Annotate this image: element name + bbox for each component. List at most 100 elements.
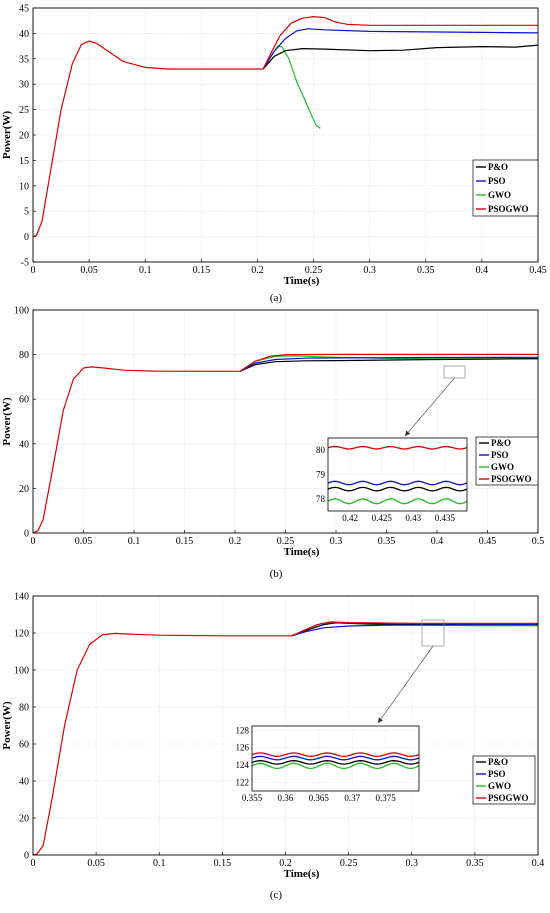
x-tick-label: 0.25	[277, 536, 295, 547]
y-tick-label: 80	[19, 703, 29, 714]
legend-label: GWO	[491, 462, 514, 472]
y-tick-label: 15	[19, 156, 29, 167]
x-tick-label: 0.25	[305, 265, 323, 276]
legend-label: PSO	[488, 769, 506, 779]
inset-series-pando	[327, 486, 468, 492]
series-line-psogwo	[32, 16, 538, 238]
x-tick-label: 0.35	[378, 536, 396, 547]
inset-x-tick-label: 0.36	[278, 793, 294, 803]
inset-y-tick-label: 124	[236, 760, 250, 770]
legend-label: PSO	[491, 450, 509, 460]
legend-label: PSO	[488, 176, 506, 186]
legend-box	[472, 755, 536, 805]
chart-panel-0: 0 0.05 0.1 0.15 0.2 0.25 0.3 0.35 0.4 0.45-505101…	[1, 4, 547, 305]
y-tick-label: 10	[19, 181, 29, 192]
x-tick-label: 0.15	[193, 265, 211, 276]
series-line-pando	[239, 358, 539, 372]
y-tick-label: 25	[19, 105, 29, 116]
inset-x-tick-label: 0.435	[435, 513, 456, 523]
x-tick-label: 0.1	[153, 858, 166, 869]
panel-caption: (b)	[270, 568, 283, 580]
y-axis-label: Power(W)	[1, 111, 13, 160]
inset-x-tick-label: 0.42	[342, 513, 358, 523]
plot-frame	[32, 309, 539, 534]
x-tick-label: 0.4	[532, 858, 545, 869]
inset-y-tick-label: 128	[236, 725, 250, 735]
plot-frame	[32, 595, 539, 856]
y-tick-label: 0	[24, 851, 29, 862]
panel-caption: (a)	[270, 292, 283, 304]
y-tick-label: 120	[14, 629, 29, 640]
legend-label: P&O	[491, 438, 511, 448]
legend-label: PSOGWO	[488, 793, 529, 803]
inset-series-psogwo	[327, 445, 468, 450]
y-tick-label: 40	[19, 439, 29, 450]
zoom-leader-line	[404, 377, 455, 437]
x-tick-label: 0	[31, 536, 36, 547]
x-tick-label: 0.05	[75, 536, 93, 547]
legend-label: PSOGWO	[488, 204, 529, 214]
legend-label: GWO	[488, 190, 511, 200]
x-axis-label: Time(s)	[284, 868, 320, 880]
x-tick-label: 0.35	[466, 858, 484, 869]
series-line-psogwo	[32, 353, 538, 534]
inset-y-tick-label: 78	[316, 494, 326, 504]
y-tick-label: 100	[14, 306, 29, 317]
inset-series-psogwo	[251, 752, 420, 757]
x-tick-label: 0.3	[406, 858, 419, 869]
y-tick-label: 0	[24, 232, 29, 243]
inset-x-tick-label: 0.37	[344, 793, 360, 803]
inset-series-pando	[251, 760, 420, 765]
series-line-psogwo	[32, 621, 538, 856]
zoom-arrow-head	[378, 717, 384, 723]
plot-frame	[32, 7, 539, 263]
inset-series-pso	[327, 480, 468, 486]
x-tick-label: 0.4	[431, 536, 444, 547]
inset-x-tick-label: 0.375	[375, 793, 396, 803]
y-tick-label: 30	[19, 80, 29, 91]
chart-panel-1: 0 0.05 0.1 0.15 0.2 0.25 0.3 0.35 0.4 0.45 0.5 0 20 4…	[1, 306, 544, 581]
legend-label: PSOGWO	[491, 474, 532, 484]
zoom-inset: 0.355 0.36 0.365 0.37 0.375 122 124 126 128	[236, 619, 445, 803]
x-tick-label: 0.2	[251, 265, 264, 276]
x-tick-label: 0.2	[229, 536, 242, 547]
inset-frame	[327, 437, 468, 512]
y-tick-label: 60	[19, 740, 29, 751]
inset-x-tick-label: 0.43	[405, 513, 421, 523]
y-tick-label: 35	[19, 54, 29, 65]
x-tick-label: 0.3	[330, 536, 343, 547]
inset-series-pso	[251, 755, 420, 761]
y-tick-label: 60	[19, 395, 29, 406]
y-tick-label: 100	[14, 666, 29, 677]
series-line-pando	[262, 44, 539, 70]
inset-frame	[251, 725, 420, 792]
inset-x-tick-label: 0.425	[372, 513, 393, 523]
y-tick-label: 40	[19, 29, 29, 40]
x-tick-label: 0	[31, 265, 36, 276]
y-tick-label: 0	[24, 529, 29, 540]
series-line-pso	[291, 623, 539, 637]
y-tick-label: 45	[19, 4, 29, 15]
inset-y-tick-label: 122	[236, 777, 250, 787]
y-tick-label: 80	[19, 350, 29, 361]
x-tick-label: 0	[31, 858, 36, 869]
zoom-leader-line	[377, 645, 434, 724]
inset-y-tick-label: 79	[316, 470, 326, 480]
legend-label: P&O	[488, 757, 508, 767]
y-axis-label: Power(W)	[1, 397, 13, 446]
legend-box	[472, 159, 539, 217]
legend-label: P&O	[488, 162, 508, 172]
x-axis-label: Time(s)	[284, 546, 320, 558]
x-tick-label: 0.15	[176, 536, 194, 547]
y-tick-label: -5	[21, 258, 29, 269]
legend-box	[475, 436, 539, 486]
zoom-arrow-head	[405, 430, 411, 436]
x-tick-label: 0.45	[529, 265, 547, 276]
zoom-inset: 0.42 0.425 0.43 0.435 78 79 80	[316, 365, 468, 523]
x-tick-label: 0.15	[214, 858, 232, 869]
x-axis-label: Time(s)	[284, 275, 320, 287]
y-tick-label: 20	[19, 484, 29, 495]
x-tick-label: 0.3	[363, 265, 376, 276]
